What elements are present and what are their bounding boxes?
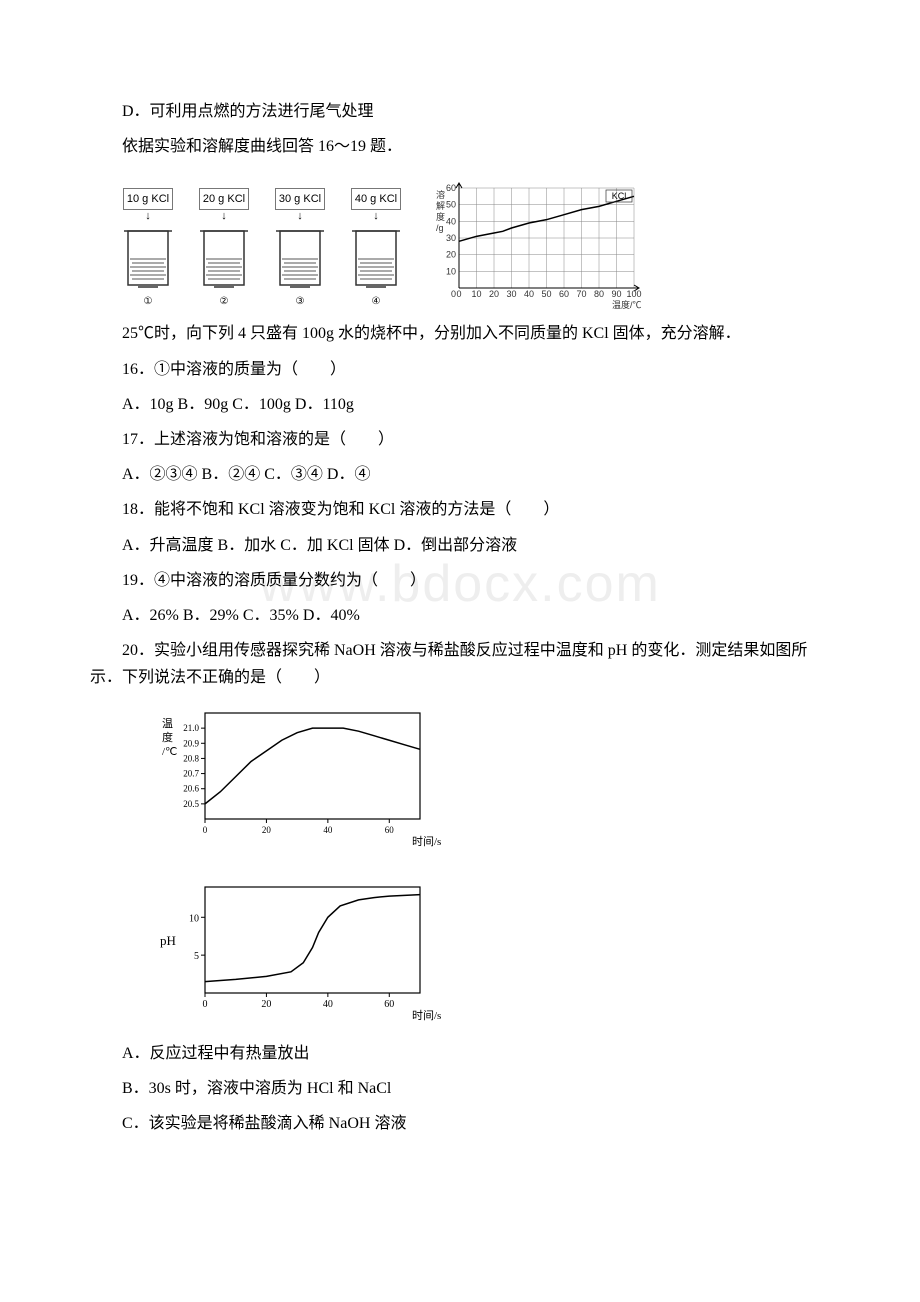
svg-text:/g: /g <box>436 223 444 233</box>
svg-text:40: 40 <box>323 999 333 1010</box>
svg-text:60: 60 <box>446 183 456 193</box>
svg-text:20.6: 20.6 <box>183 784 199 794</box>
intro-16-19: 依据实验和溶解度曲线回答 16～19 题． <box>90 133 830 160</box>
beaker-2-num: ② <box>220 293 229 310</box>
svg-text:0: 0 <box>203 999 208 1010</box>
q20-charts: 020406020.520.620.720.820.921.0温度/℃时间/s … <box>150 699 830 1031</box>
svg-text:5: 5 <box>194 951 199 962</box>
svg-text:70: 70 <box>576 289 586 299</box>
svg-text:时间/s: 时间/s <box>412 1009 441 1022</box>
svg-text:40: 40 <box>323 825 333 835</box>
svg-text:20: 20 <box>262 825 272 835</box>
svg-text:度: 度 <box>162 730 173 744</box>
beaker-3-svg <box>272 223 328 293</box>
desc-16-19: 25℃时，向下列 4 只盛有 100g 水的烧杯中，分别加入不同质量的 KCl … <box>90 320 830 347</box>
svg-text:20: 20 <box>446 250 456 260</box>
svg-text:50: 50 <box>446 200 456 210</box>
svg-text:90: 90 <box>611 289 621 299</box>
svg-text:溶: 溶 <box>436 189 445 200</box>
down-arrow-icon: ↓ <box>145 211 151 222</box>
q20-b: B．30s 时，溶液中溶质为 HCl 和 NaCl <box>90 1075 830 1102</box>
solubility-chart: 0 10 20 30 40 50 60 70 80 90 100 10 20 30 40 50 60 0 溶解度/g… <box>424 180 644 310</box>
svg-text:30: 30 <box>506 289 516 299</box>
svg-text:100: 100 <box>626 289 641 299</box>
svg-text:20.7: 20.7 <box>183 769 199 779</box>
beaker-4: 40 g KCl ↓ ④ <box>348 188 404 311</box>
q16-opts: A．10g B．90g C．100g D．110g <box>90 391 830 418</box>
beaker-row: 10 g KCl ↓ ① 20 g KCl ↓ ② 30 g KCl ↓ <box>120 180 830 310</box>
beaker-1: 10 g KCl ↓ ① <box>120 188 176 311</box>
svg-text:30: 30 <box>446 233 456 243</box>
down-arrow-icon: ↓ <box>373 211 379 222</box>
svg-text:度: 度 <box>436 211 445 222</box>
svg-text:10: 10 <box>446 267 456 277</box>
q18-opts: A．升高温度 B．加水 C．加 KCl 固体 D．倒出部分溶液 <box>90 532 830 559</box>
beaker-3-num: ③ <box>296 293 305 310</box>
beaker-1-label: 10 g KCl <box>123 188 173 211</box>
svg-text:80: 80 <box>594 289 604 299</box>
q17-opts: A．②③④ B．②④ C．③④ D．④ <box>90 461 830 488</box>
svg-text:10: 10 <box>471 289 481 299</box>
q19: 19．④中溶液的溶质质量分数约为（ ） <box>90 567 830 594</box>
svg-text:60: 60 <box>559 289 569 299</box>
q17: 17．上述溶液为饱和溶液的是（ ） <box>90 426 830 453</box>
svg-text:60: 60 <box>384 999 394 1010</box>
beaker-2-label: 20 g KCl <box>199 188 249 211</box>
q19-opts: A．26% B．29% C．35% D．40% <box>90 602 830 629</box>
q20: 20．实验小组用传感器探究稀 NaOH 溶液与稀盐酸反应过程中温度和 pH 的变… <box>90 637 830 691</box>
svg-text:20.8: 20.8 <box>183 754 199 764</box>
temperature-chart: 0 20 40 60 20.5 20.6 20.7 20.8 20.9 21.0 温度 /℃ 时间/s <box>150 699 450 849</box>
svg-text:时间/s: 时间/s <box>412 835 441 848</box>
svg-text:0: 0 <box>451 289 456 299</box>
svg-text:pH: pH <box>160 933 176 948</box>
svg-text:0: 0 <box>456 289 461 299</box>
beaker-2: 20 g KCl ↓ ② <box>196 188 252 311</box>
q20-a: A．反应过程中有热量放出 <box>90 1040 830 1067</box>
svg-text:解: 解 <box>436 200 445 211</box>
svg-text:20.9: 20.9 <box>183 739 199 749</box>
beaker-1-num: ① <box>144 293 153 310</box>
svg-text:KCl: KCl <box>612 191 627 201</box>
svg-text:10: 10 <box>189 913 199 924</box>
down-arrow-icon: ↓ <box>297 211 303 222</box>
svg-text:20: 20 <box>489 289 499 299</box>
q16: 16．①中溶液的质量为（ ） <box>90 356 830 383</box>
beaker-2-svg <box>196 223 252 293</box>
beaker-4-svg <box>348 223 404 293</box>
beaker-3-label: 30 g KCl <box>275 188 325 211</box>
svg-text:60: 60 <box>385 825 395 835</box>
svg-text:20: 20 <box>261 999 271 1010</box>
svg-text:50: 50 <box>541 289 551 299</box>
beaker-3: 30 g KCl ↓ ③ <box>272 188 328 311</box>
svg-text:21.0: 21.0 <box>183 724 199 734</box>
ph-chart: 0 20 40 60 5 10 pH 时间/s <box>150 873 450 1023</box>
svg-text:温: 温 <box>162 717 173 730</box>
svg-text:40: 40 <box>446 217 456 227</box>
q20-c: C．该实验是将稀盐酸滴入稀 NaOH 溶液 <box>90 1110 830 1137</box>
page-content: D．可利用点燃的方法进行尾气处理 依据实验和溶解度曲线回答 16～19 题． 1… <box>90 98 830 1137</box>
beaker-1-svg <box>120 223 176 293</box>
q18: 18．能将不饱和 KCl 溶液变为饱和 KCl 溶液的方法是（ ） <box>90 496 830 523</box>
svg-text:0: 0 <box>203 825 208 835</box>
svg-text:40: 40 <box>524 289 534 299</box>
option-d: D．可利用点燃的方法进行尾气处理 <box>90 98 830 125</box>
svg-text:20.5: 20.5 <box>183 799 199 809</box>
down-arrow-icon: ↓ <box>221 211 227 222</box>
svg-text:温度/℃: 温度/℃ <box>612 299 642 310</box>
svg-text:/℃: /℃ <box>162 746 177 758</box>
beaker-4-num: ④ <box>372 293 381 310</box>
beaker-4-label: 40 g KCl <box>351 188 401 211</box>
